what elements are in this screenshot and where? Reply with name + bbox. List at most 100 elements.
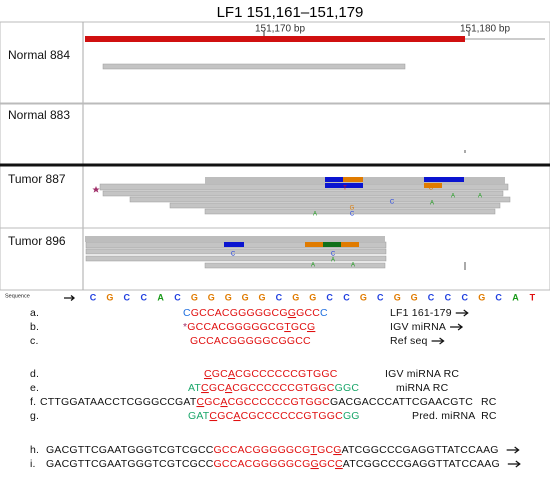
- sequence-segment: CGCCCCCCGTGGC: [228, 396, 331, 408]
- sequence-segment: AT: [188, 382, 201, 394]
- sequence-segment: GC: [212, 368, 228, 380]
- mismatch-base: A: [478, 194, 482, 200]
- mismatch-block: [442, 177, 464, 182]
- base: C: [343, 292, 350, 302]
- arrow: [450, 323, 464, 331]
- sequence-segment: GCCACGGGGGCGGCC: [190, 335, 311, 347]
- base: C: [124, 292, 131, 302]
- read-block: [85, 236, 385, 242]
- mismatch-block: [224, 242, 244, 247]
- mismatch-block: [325, 183, 343, 188]
- mismatch-base: C: [331, 252, 336, 258]
- base: C: [276, 292, 283, 302]
- sequence-segment: GC: [319, 458, 335, 470]
- read: [102, 190, 504, 197]
- row-letter: b.: [30, 321, 39, 333]
- base: G: [242, 292, 249, 302]
- base: G: [309, 292, 316, 302]
- mismatch-base: A: [430, 201, 434, 207]
- base: G: [360, 292, 367, 302]
- base: G: [258, 292, 265, 302]
- mismatch-block: [323, 242, 341, 247]
- read: [99, 183, 509, 191]
- sequence-segment: G: [333, 444, 341, 456]
- read: [85, 255, 387, 262]
- base: C: [326, 292, 333, 302]
- sequence-segment: GACGACCCATTCGAACGTC: [330, 396, 473, 408]
- sequence-segment: GC: [204, 396, 220, 408]
- base: C: [462, 292, 469, 302]
- mismatch-base: A: [331, 258, 335, 264]
- arrow: [506, 446, 520, 454]
- sequence-segment: C: [183, 307, 191, 319]
- row-letter: e.: [30, 382, 39, 394]
- mismatch-block: [424, 183, 442, 188]
- read: [204, 262, 386, 269]
- sequence-row: *GCCACGGGGGCGTGCG: [183, 321, 315, 333]
- row-letter: c.: [30, 335, 39, 347]
- sequence-segment: GGC: [335, 382, 360, 394]
- base: C: [174, 292, 181, 302]
- sequence-segment: GG: [343, 410, 360, 422]
- ruler-label: 151,170 bp: [255, 24, 305, 35]
- mismatch-base: A: [313, 212, 317, 218]
- mismatch-block: [343, 183, 363, 188]
- sequence-row: GACGTTCGAATGGGTCGTCGCCGCCACGGGGGCGTGCGAT…: [46, 444, 499, 456]
- row-note: miRNA RC: [396, 382, 449, 394]
- base: G: [106, 292, 113, 302]
- row-letter: i.: [30, 458, 36, 470]
- sequence-segment: T: [284, 321, 291, 333]
- mismatch-base: A: [351, 263, 355, 269]
- mismatch-block: [424, 177, 442, 182]
- base: C: [428, 292, 435, 302]
- sequence-segment: C: [201, 382, 209, 394]
- base: C: [90, 292, 97, 302]
- mismatch-base: A: [311, 263, 315, 269]
- row-letter: g.: [30, 410, 39, 422]
- row-note: RC: [481, 396, 497, 408]
- region-rest: [465, 38, 545, 40]
- read: [129, 196, 511, 203]
- track-name: Normal 883: [8, 108, 70, 122]
- strand-arrow: [64, 295, 76, 301]
- mismatch-block: [305, 242, 323, 247]
- sequence-segment: ATCGGCCCGAGGTTATCCAAG: [342, 444, 499, 456]
- base: G: [225, 292, 232, 302]
- sequence-segment: GCCACGGGGGCG: [187, 321, 284, 333]
- sequence-segment: GAT: [188, 410, 210, 422]
- star-mark: [92, 186, 100, 193]
- sequence-segment: CGCCCCCCGTGGC: [235, 368, 338, 380]
- sequence-row: GCCACGGGGGCGGCC: [190, 335, 311, 347]
- base: C: [377, 292, 384, 302]
- row-note: IGV miRNA RC: [385, 368, 459, 380]
- sequence-segment: A: [225, 382, 232, 394]
- row-note: IGV miRNA: [390, 321, 446, 333]
- sequence-segment: GCC: [296, 307, 320, 319]
- sequence-segment: G: [307, 321, 315, 333]
- track-name: Normal 884: [8, 48, 70, 62]
- mismatch-block: [325, 177, 343, 182]
- base: T: [530, 292, 536, 302]
- row-note: Ref seq: [390, 335, 428, 347]
- sequence-segment: A: [233, 410, 240, 422]
- base: C: [495, 292, 502, 302]
- row-letter: d.: [30, 368, 39, 380]
- sequence-segment: G: [288, 307, 296, 319]
- base: C: [140, 292, 147, 302]
- mismatch-base: C: [231, 252, 236, 258]
- sequence-segment: C: [209, 410, 217, 422]
- mismatch-base: G: [429, 186, 434, 192]
- mismatch-base: A: [451, 194, 455, 200]
- title: LF1 151,161–151,179: [217, 4, 364, 21]
- mismatch-base: C: [350, 212, 355, 218]
- read: [85, 248, 387, 255]
- sequence-segment: C: [196, 396, 204, 408]
- row-note: LF1 161-179: [390, 307, 452, 319]
- row-letter: h.: [30, 444, 39, 456]
- sequence-row: CTTGGATAACCTCGGGCCGATCGCACGCCCCCCGTGGCGA…: [40, 396, 473, 408]
- sequence-segment: C: [335, 458, 343, 470]
- sequence-row: GATCGCACGCCCCCCGTGGCGG: [188, 410, 360, 422]
- base: A: [157, 292, 164, 302]
- row-note: Pred. miRNA RC: [412, 410, 497, 422]
